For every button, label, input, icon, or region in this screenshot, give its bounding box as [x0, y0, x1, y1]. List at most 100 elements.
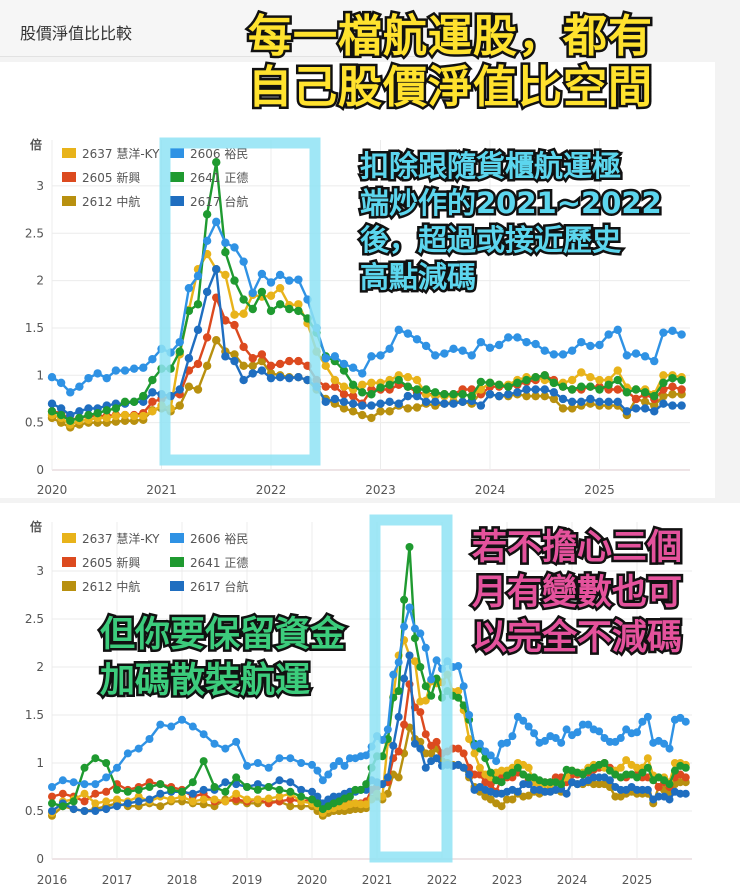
data-point-2617 — [358, 401, 367, 410]
data-point-2606 — [221, 238, 230, 247]
data-point-2617 — [199, 785, 208, 794]
data-point-2641 — [178, 787, 186, 796]
data-point-2606 — [188, 722, 197, 731]
data-point-2617 — [504, 390, 513, 399]
data-point-2637 — [275, 792, 284, 801]
data-point-2641 — [431, 388, 440, 397]
data-point-2641 — [631, 385, 641, 394]
data-point-2606 — [412, 335, 422, 344]
data-point-2641 — [58, 802, 67, 811]
data-point-2606 — [586, 341, 595, 351]
data-point-2641 — [394, 687, 403, 695]
data-point-2641 — [230, 276, 239, 285]
data-point-2617 — [348, 399, 358, 408]
data-point-2605 — [348, 391, 358, 401]
legend-label: 2617 台航 — [190, 194, 248, 209]
data-point-2637 — [367, 378, 376, 388]
data-point-2612 — [558, 404, 568, 413]
data-point-2641 — [633, 773, 641, 782]
data-point-2606 — [410, 624, 419, 633]
data-point-2641 — [285, 304, 294, 314]
highlight-box — [369, 514, 453, 863]
data-point-2641 — [202, 210, 212, 219]
data-point-2606 — [202, 236, 212, 246]
data-point-2641 — [297, 792, 306, 801]
data-point-2606 — [522, 337, 531, 347]
x-tick-label: 2023 — [365, 483, 396, 497]
data-point-2606 — [362, 751, 371, 760]
data-point-2605 — [266, 361, 276, 371]
data-point-2606 — [494, 340, 504, 350]
data-point-2606 — [631, 349, 641, 358]
data-point-2617 — [605, 776, 614, 785]
data-point-2641 — [129, 397, 139, 407]
data-point-2637 — [643, 754, 652, 763]
data-point-2617 — [416, 744, 425, 753]
data-point-2606 — [530, 729, 539, 738]
top-note-line-2: 端炒作的2021~2022 — [358, 184, 665, 223]
data-point-2612 — [659, 391, 668, 401]
data-point-2617 — [308, 787, 316, 796]
series-group — [47, 158, 686, 432]
data-point-2641 — [111, 404, 121, 413]
data-point-2641 — [69, 797, 78, 806]
legend-label: 2606 裕民 — [190, 146, 248, 161]
data-point-2617 — [184, 354, 194, 363]
data-point-2606 — [184, 283, 194, 293]
data-point-2641 — [188, 778, 197, 787]
data-point-2637 — [454, 687, 463, 695]
data-point-2605 — [654, 783, 663, 791]
data-point-2641 — [348, 380, 358, 389]
data-point-2617 — [650, 407, 659, 416]
data-point-2605 — [668, 382, 677, 391]
data-point-2605 — [416, 708, 425, 717]
data-point-2637 — [294, 300, 303, 309]
data-point-2617 — [400, 674, 409, 683]
data-point-2641 — [604, 380, 613, 389]
data-point-2617 — [449, 399, 458, 408]
data-point-2606 — [193, 271, 203, 281]
data-point-2606 — [264, 763, 273, 772]
bottom-right-annotation: 若不擔心三個 月有變數也可 以完全不減碼 — [469, 526, 684, 661]
data-point-2641 — [681, 763, 690, 772]
data-point-2617 — [202, 287, 212, 297]
data-point-2606 — [175, 337, 184, 347]
top-chart-card — [0, 62, 715, 498]
data-point-2617 — [212, 265, 221, 274]
data-point-2641 — [48, 799, 56, 808]
data-point-2641 — [467, 391, 476, 401]
data-point-2637 — [102, 797, 111, 806]
data-point-2605 — [677, 385, 686, 394]
data-point-2606 — [120, 366, 130, 375]
data-point-2606 — [294, 275, 303, 284]
x-tick-label: 2024 — [475, 483, 506, 497]
data-point-2641 — [362, 780, 371, 789]
data-point-2606 — [558, 350, 568, 359]
data-point-2605 — [232, 795, 241, 804]
legend-swatch — [62, 148, 76, 158]
data-point-2637 — [616, 763, 625, 772]
data-point-2641 — [494, 380, 504, 389]
data-point-2641 — [586, 382, 595, 391]
data-point-2612 — [239, 361, 248, 371]
data-point-2617 — [524, 780, 533, 789]
data-point-2606 — [405, 603, 414, 612]
top-note-line-1: 扣除跟隨貨櫃航運極 — [358, 146, 624, 185]
data-point-2605 — [257, 350, 267, 359]
data-point-2606 — [69, 778, 78, 787]
data-point-2605 — [286, 795, 295, 804]
series-line-2606 — [51, 602, 687, 789]
data-point-2606 — [66, 388, 75, 397]
data-point-2612 — [427, 749, 436, 758]
data-point-2617 — [513, 388, 522, 397]
data-point-2606 — [557, 738, 566, 747]
data-point-2606 — [321, 354, 330, 363]
data-point-2606 — [519, 716, 528, 725]
data-point-2617 — [80, 807, 89, 815]
data-point-2606 — [221, 744, 230, 753]
data-point-2606 — [111, 366, 121, 375]
data-point-2641 — [232, 773, 241, 782]
data-point-2606 — [540, 736, 549, 745]
data-point-2606 — [427, 675, 436, 684]
data-point-2641 — [248, 304, 257, 314]
